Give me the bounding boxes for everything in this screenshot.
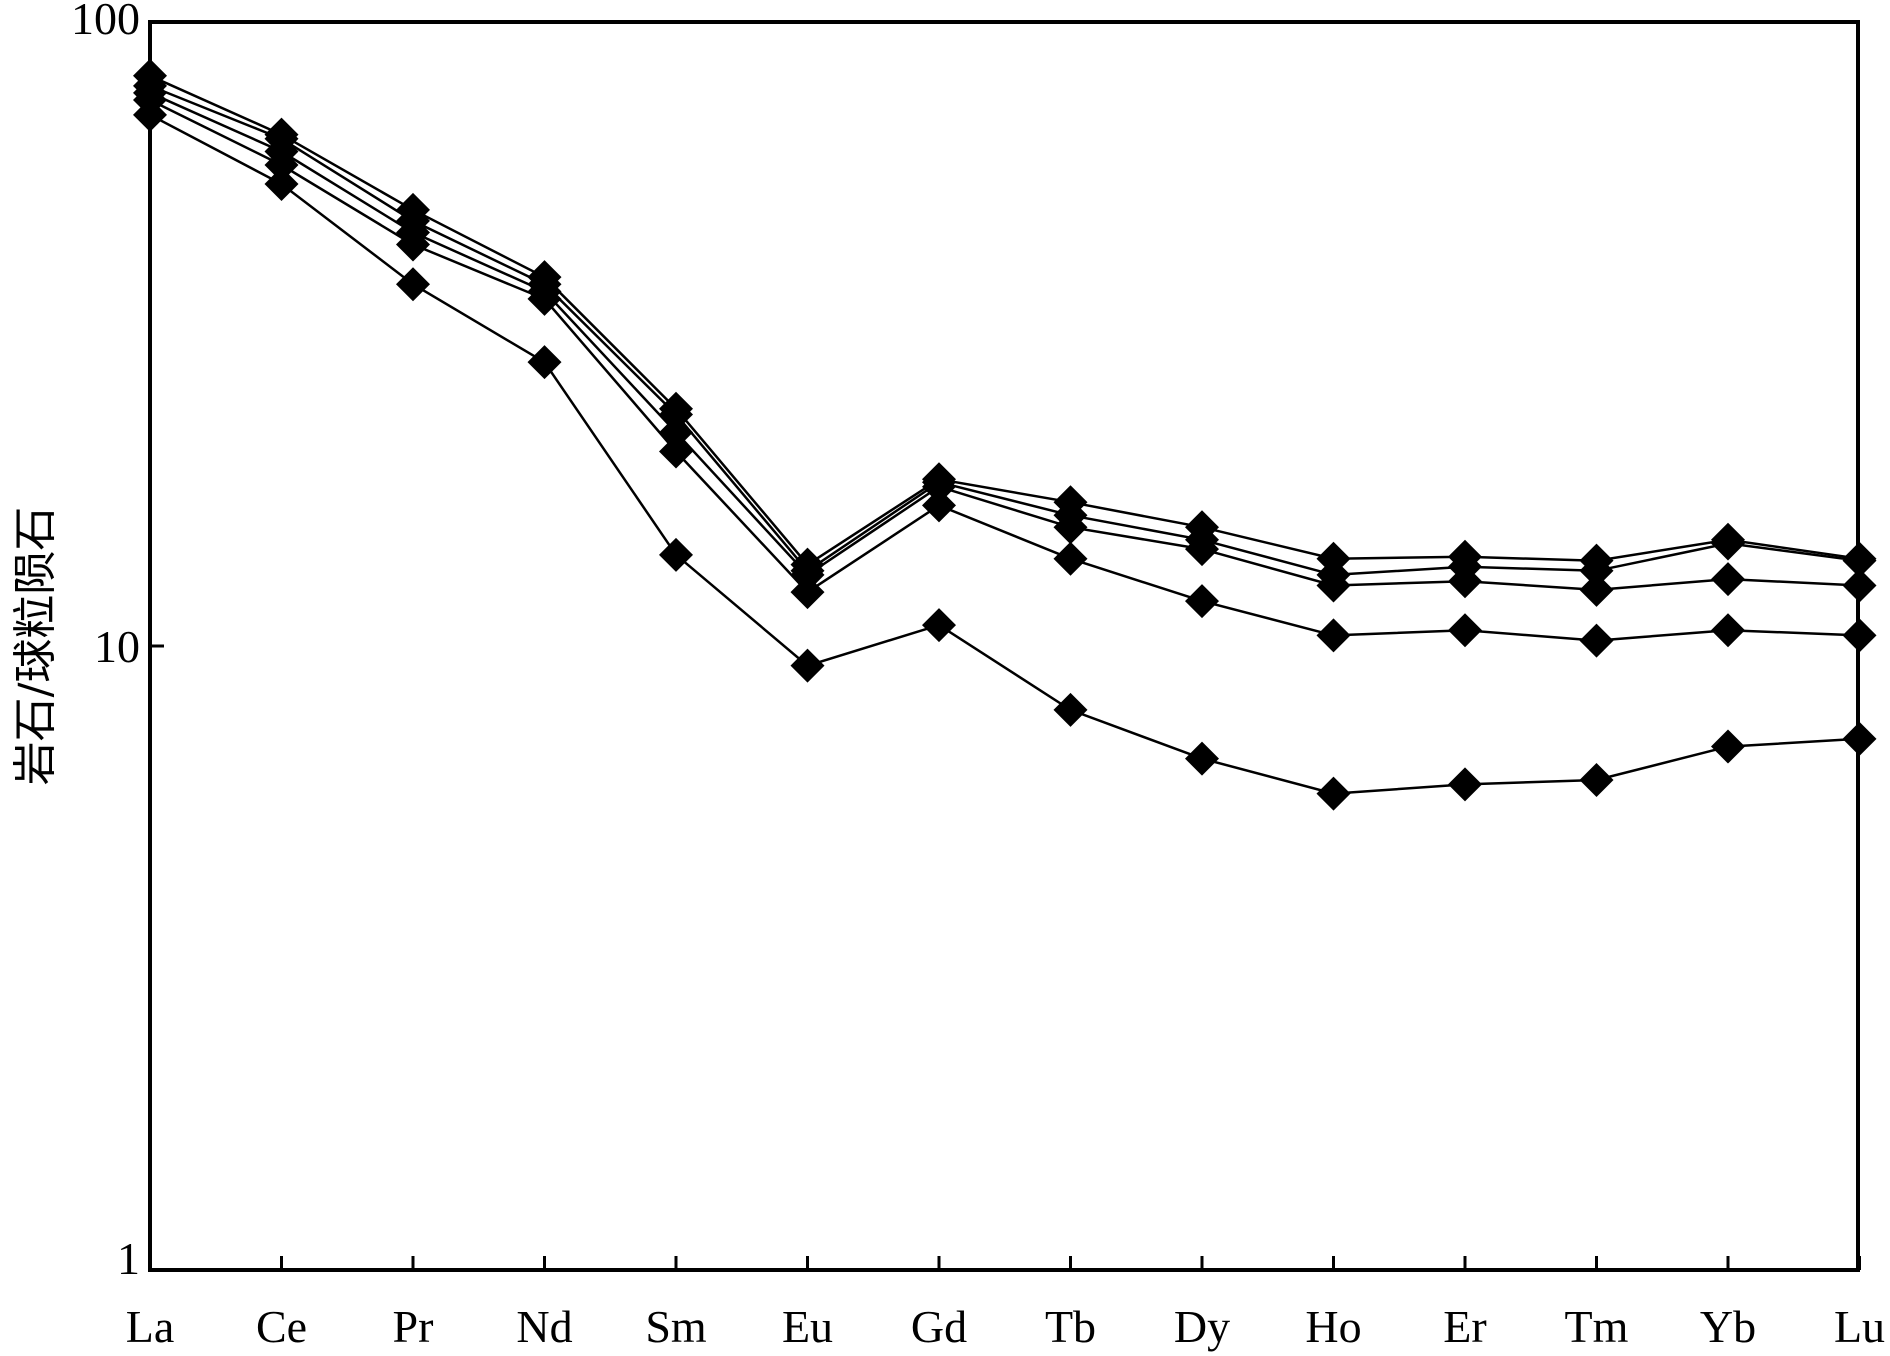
x-tick-label-lu: Lu [1834, 1301, 1885, 1352]
data-point-s3-tb [1053, 510, 1088, 545]
data-point-s4-dy [1185, 584, 1219, 619]
data-point-s3-ho [1316, 568, 1351, 603]
data-point-s5-nd [527, 345, 562, 380]
y-axis-title: 岩石/球粒陨石 [10, 507, 61, 786]
data-point-s5-ho [1316, 776, 1351, 811]
x-tick-label-sm: Sm [645, 1301, 707, 1352]
series-line-1 [149, 74, 1860, 567]
data-point-s3-er [1448, 564, 1482, 599]
series-line-4 [149, 98, 1860, 642]
x-tick-label-tb: Tb [1045, 1301, 1096, 1352]
data-point-s5-pr [396, 267, 430, 302]
x-tick-label-ho: Ho [1305, 1301, 1361, 1352]
data-point-s2-sm [659, 397, 693, 432]
data-point-s3-tm [1579, 572, 1614, 607]
x-tick-label-yb: Yb [1700, 1301, 1756, 1352]
x-tick-label-er: Er [1443, 1301, 1486, 1352]
data-point-s2-tm [1579, 553, 1614, 588]
y-axis-ticks: 1 10 100 [71, 0, 164, 1284]
data-point-s5-tb [1053, 692, 1088, 727]
x-tick-label-nd: Nd [516, 1301, 572, 1352]
data-point-s3-dy [1185, 532, 1219, 567]
data-point-s4-sm [659, 434, 693, 469]
data-point-s3-yb [1711, 562, 1745, 597]
data-point-s5-dy [1185, 741, 1219, 776]
data-point-s4-tb [1053, 541, 1088, 576]
x-tick-label-dy: Dy [1174, 1301, 1230, 1352]
x-tick-label-gd: Gd [911, 1301, 967, 1352]
data-point-s5-tm [1579, 762, 1614, 797]
data-point-s5-lu [1842, 721, 1877, 756]
data-point-s3-gd [922, 469, 956, 504]
x-tick-label-la: La [126, 1301, 175, 1352]
data-point-s4-yb [1711, 613, 1745, 648]
data-point-s4-eu [790, 575, 825, 610]
series-line-2 [149, 84, 1860, 577]
data-point-s3-sm [659, 415, 693, 450]
data-point-s5-ce [264, 167, 299, 202]
data-point-s3-lu [1842, 568, 1877, 603]
data-point-s2-yb [1711, 526, 1745, 561]
data-point-s5-er [1448, 767, 1482, 802]
y-tick-label: 100 [71, 0, 140, 44]
data-point-s5-eu [790, 648, 825, 683]
series-markers [133, 58, 1877, 811]
data-point-s4-lu [1842, 618, 1877, 653]
data-point-s4-ce [264, 147, 299, 182]
y-tick-label: 10 [94, 621, 140, 672]
data-point-s5-sm [659, 537, 693, 572]
data-point-s4-nd [527, 281, 562, 316]
data-point-s4-pr [396, 227, 430, 262]
data-point-s5-yb [1711, 729, 1745, 764]
data-point-s4-er [1448, 613, 1482, 648]
series-lines [149, 74, 1860, 795]
y-tick-label: 1 [117, 1233, 140, 1284]
x-tick-label-tm: Tm [1565, 1301, 1629, 1352]
x-axis-ticks: La Ce Pr Nd Sm Eu Gd Tb Dy Ho Er Tm Yb Lu [126, 1256, 1885, 1352]
data-point-s4-gd [922, 488, 956, 523]
series-line-5 [149, 113, 1860, 795]
x-tick-label-eu: Eu [782, 1301, 833, 1352]
data-point-s4-ho [1316, 618, 1351, 653]
series-line-3 [149, 91, 1860, 592]
data-point-s4-tm [1579, 623, 1614, 658]
data-point-s5-la [133, 97, 167, 132]
data-point-s2-lu [1842, 543, 1877, 578]
data-point-s5-gd [922, 608, 956, 643]
x-tick-label-ce: Ce [256, 1301, 307, 1352]
data-point-s3-eu [790, 557, 825, 592]
x-tick-label-pr: Pr [393, 1301, 434, 1352]
